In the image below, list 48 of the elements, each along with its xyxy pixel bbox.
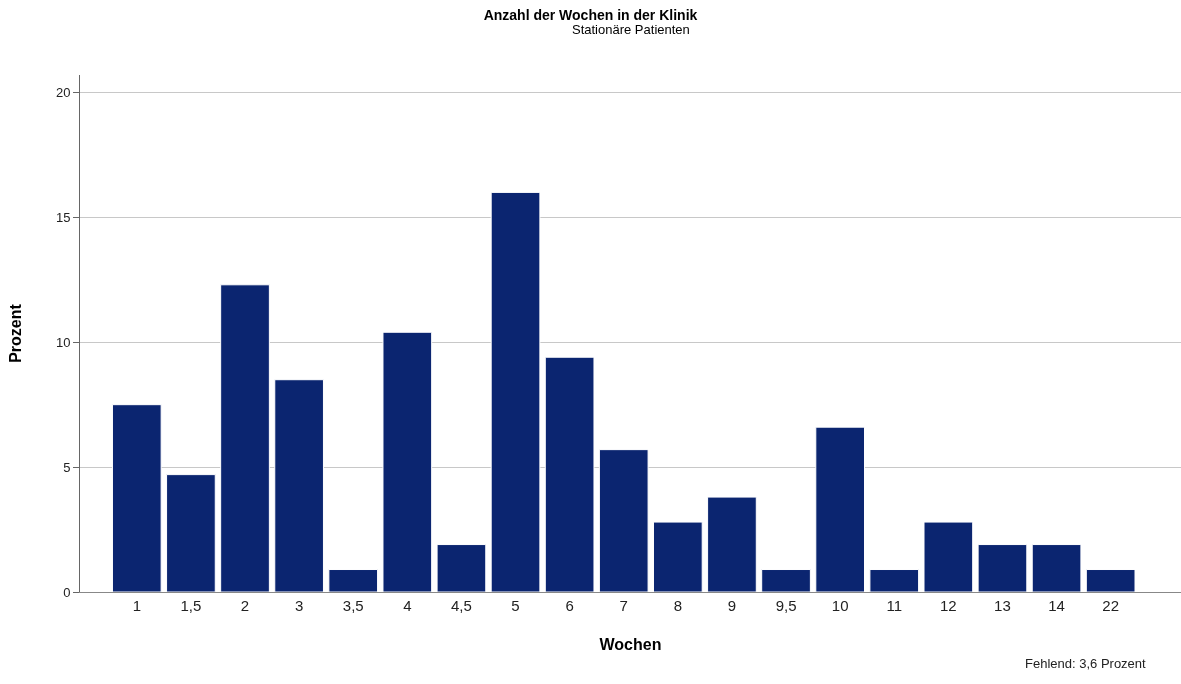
y-tick-label: 20 (55, 85, 71, 101)
x-tick-label: 22 (1102, 597, 1120, 614)
x-tick-label: 4,5 (451, 597, 472, 614)
bar (707, 496, 757, 592)
bar (220, 284, 270, 592)
bar (815, 426, 865, 592)
y-tick-label: 0 (63, 584, 71, 600)
y-tick-label: 10 (55, 334, 71, 350)
bar (869, 569, 920, 592)
x-tick-label: 2 (240, 597, 250, 614)
bar (761, 569, 811, 592)
bar (490, 191, 541, 592)
bar (274, 379, 324, 592)
bar (977, 544, 1028, 592)
x-tick-label: 3 (294, 597, 304, 614)
chart-subtitle: Stationäre Patienten (572, 22, 690, 37)
x-tick-label: 9 (727, 597, 737, 614)
bar (111, 404, 162, 592)
x-tick-label: 1,5 (180, 597, 202, 614)
bar (598, 449, 649, 592)
x-tick-label: 9,5 (775, 597, 797, 614)
y-tick-label: 15 (55, 209, 71, 225)
x-tick-label: 7 (619, 597, 628, 614)
bar (923, 521, 974, 592)
x-tick-label: 10 (831, 597, 849, 614)
x-tick-label: 6 (565, 597, 574, 614)
bar (652, 521, 703, 592)
x-tick-label: 1 (132, 597, 141, 614)
bar (1085, 569, 1136, 592)
x-tick-label: 11 (886, 597, 903, 614)
bar (382, 331, 433, 592)
bar (328, 569, 379, 592)
x-tick-label: 3,5 (342, 597, 364, 614)
bar (1031, 544, 1082, 592)
x-tick-label: 14 (1048, 597, 1065, 614)
x-tick-label: 12 (940, 597, 957, 614)
y-axis-title: Prozent (6, 303, 24, 363)
x-axis-title: Wochen (599, 635, 662, 653)
x-tick-label: 5 (511, 597, 520, 614)
y-tick-label: 5 (63, 459, 71, 475)
x-tick-label: 8 (673, 597, 683, 614)
x-tick-label: 4 (403, 597, 412, 614)
bar (544, 356, 595, 592)
bar (436, 544, 487, 592)
chart-title: Anzahl der Wochen in der Klinik (483, 7, 698, 24)
text: Fehlend: 3,6 Prozent (1025, 656, 1147, 671)
x-tick-label: 13 (994, 597, 1011, 614)
bar (166, 474, 216, 592)
